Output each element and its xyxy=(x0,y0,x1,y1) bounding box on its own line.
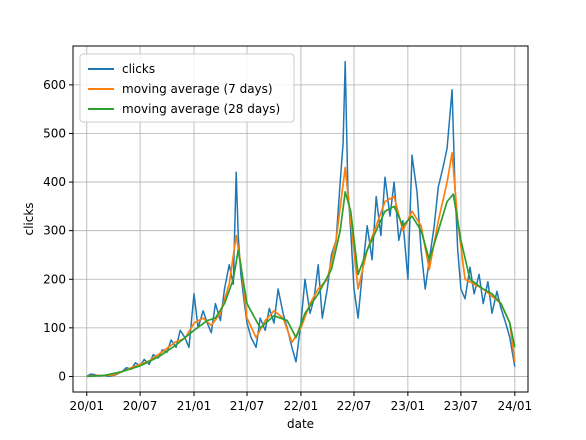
series-lines xyxy=(86,60,516,378)
x-tick-label: 20/07 xyxy=(123,399,158,413)
series-moving-average-28 xyxy=(86,190,516,378)
x-tick-label: 21/01 xyxy=(177,399,212,413)
x-tick-label: 20/01 xyxy=(69,399,104,413)
y-tick-label: 500 xyxy=(43,126,66,140)
legend-label-ma28: moving average (28 days) xyxy=(122,102,280,116)
x-tick-label: 22/01 xyxy=(284,399,319,413)
y-tick-label: 300 xyxy=(43,224,66,238)
legend-label-clicks: clicks xyxy=(122,62,155,76)
legend-box xyxy=(79,53,295,123)
y-tick-label: 600 xyxy=(43,78,66,92)
x-tick-label: 24/01 xyxy=(498,399,533,413)
series-moving-average-7 xyxy=(86,152,516,378)
grid xyxy=(73,46,528,392)
x-tick-label: 22/07 xyxy=(337,399,372,413)
y-axis-title: clicks xyxy=(22,202,36,235)
x-tick-label: 21/07 xyxy=(230,399,265,413)
y-tick-label: 400 xyxy=(43,175,66,189)
y-tick-label: 100 xyxy=(43,321,66,335)
x-tick-label: 23/07 xyxy=(444,399,479,413)
x-axis-ticks: 20/01 20/07 21/01 21/07 22/01 22/07 23/01 23/07… xyxy=(69,392,532,413)
x-tick-label: 23/01 xyxy=(391,399,426,413)
y-tick-label: 200 xyxy=(43,272,66,286)
x-axis-title: date xyxy=(287,417,314,431)
y-axis-ticks: 0 100 200 300 400 500 600 xyxy=(43,78,73,383)
legend: clicks moving average (7 days) moving av… xyxy=(79,53,295,123)
legend-label-ma7: moving average (7 days) xyxy=(122,82,273,96)
y-tick-label: 0 xyxy=(58,369,66,383)
